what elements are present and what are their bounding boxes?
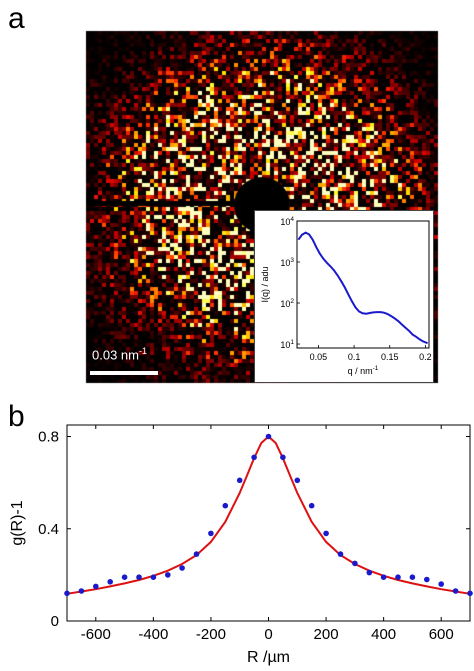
- y-tick-label: 0.8: [38, 429, 59, 446]
- inset-y-tick-label: 103: [280, 257, 294, 268]
- data-point: [165, 572, 171, 578]
- data-point: [323, 530, 329, 537]
- data-point: [438, 581, 445, 587]
- data-point: [93, 583, 99, 590]
- y-tick-label: 0: [51, 613, 59, 630]
- scale-bar: [90, 371, 158, 375]
- inset-y-tick-base: 10: [280, 340, 290, 350]
- inset-x-axis-label-exp: -1: [373, 365, 379, 372]
- data-point: [150, 574, 157, 580]
- data-point: [208, 530, 214, 537]
- inset-x-axis-label: q / nm-1: [348, 365, 379, 376]
- x-axis-label: R /µm: [247, 649, 290, 666]
- inset-y-tick-exp: 3: [290, 257, 294, 264]
- data-point: [337, 551, 344, 557]
- data-point: [136, 574, 142, 580]
- data-point: [352, 560, 358, 567]
- inset-y-tick-base: 10: [280, 217, 290, 227]
- data-point: [64, 590, 70, 597]
- data-point: [121, 574, 128, 580]
- inset-y-tick-exp: 1: [290, 339, 294, 346]
- panel-letter-b: b: [8, 400, 25, 433]
- y-tick-label: 0.4: [38, 521, 59, 538]
- x-tick-label: -400: [138, 626, 168, 643]
- data-point: [265, 433, 272, 440]
- data-point: [366, 569, 373, 576]
- data-point: [424, 576, 430, 583]
- inset-intensity-line: [297, 231, 428, 345]
- data-point: [294, 477, 301, 484]
- data-point: [308, 502, 315, 509]
- fit-curve: [66, 435, 471, 595]
- inset-y-axis-label: I(q) / adu: [260, 266, 270, 302]
- data-point: [236, 477, 243, 484]
- data-point: [179, 565, 185, 571]
- inset-x-tick-label: 0.05: [310, 352, 328, 362]
- data-point: [467, 590, 473, 597]
- inset-y-tick-label: 102: [280, 298, 294, 309]
- x-tick-label: -600: [81, 626, 111, 643]
- inset-y-tick-base: 10: [280, 299, 290, 309]
- x-tick-label: 600: [429, 626, 454, 643]
- scale-bar-exponent: -1: [138, 346, 147, 356]
- x-tick-label: -200: [196, 626, 226, 643]
- data-point: [380, 574, 387, 580]
- inset-x-tick-label: 0.2: [419, 352, 432, 362]
- inset-x-tick-label: 0.15: [381, 352, 399, 362]
- data-point: [78, 588, 85, 594]
- inset-x-axis-label-main: q / nm: [348, 366, 373, 376]
- scale-bar-label: 0.03 nm-1: [92, 346, 147, 362]
- x-tick-label: 200: [314, 626, 339, 643]
- x-tick-label: 400: [371, 626, 396, 643]
- data-point: [395, 574, 401, 580]
- data-point: [222, 502, 229, 509]
- inset-y-tick-base: 10: [280, 258, 290, 268]
- y-axis-label: g(R)-1: [9, 500, 26, 545]
- inset-panel: 0.05 0.1 0.15 0.2 101 102 103 104 q / nm-1 I(q) /…: [254, 210, 434, 383]
- inset-y-tick-exp: 4: [290, 216, 294, 223]
- data-point: [193, 551, 200, 557]
- inset-y-tick-label: 101: [280, 339, 294, 350]
- inset-x-tick-label: 0.1: [348, 352, 361, 362]
- data-point: [452, 588, 459, 594]
- data-point: [107, 579, 113, 585]
- scale-bar-value: 0.03 nm: [92, 347, 139, 363]
- inset-y-tick-label: 104: [280, 216, 294, 227]
- data-point: [280, 454, 286, 461]
- inset-axes-frame: [296, 220, 430, 349]
- axes-frame: [66, 424, 471, 622]
- data-point: [251, 454, 257, 461]
- x-tick-label: 0: [264, 626, 272, 643]
- data-point: [409, 574, 416, 580]
- inset-y-tick-exp: 2: [290, 298, 294, 305]
